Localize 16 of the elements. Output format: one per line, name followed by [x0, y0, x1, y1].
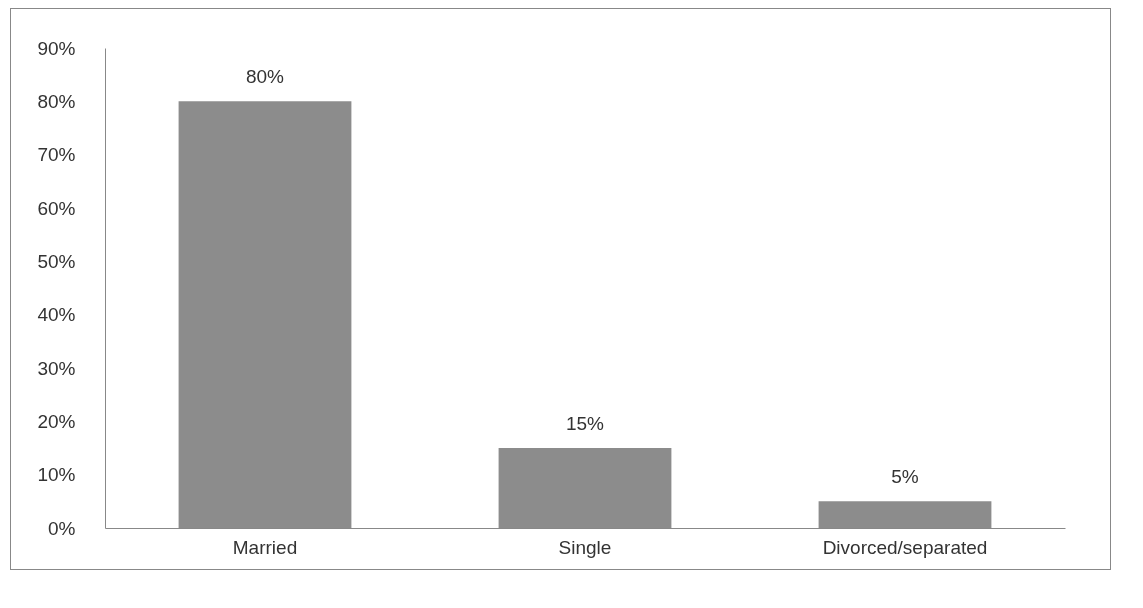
data-label: 80%	[245, 66, 285, 88]
y-tick-label: 90%	[37, 37, 76, 59]
data-label: 5%	[891, 466, 919, 488]
y-tick-label: 80%	[37, 90, 76, 112]
y-tick-label: 0%	[48, 517, 76, 539]
y-tick-label: 40%	[37, 304, 76, 326]
y-tick-label: 20%	[37, 410, 76, 432]
x-tick-label: Single	[558, 536, 612, 558]
data-label: 15%	[565, 413, 605, 434]
y-tick-label: 50%	[37, 250, 76, 272]
y-tick-label: 10%	[37, 464, 76, 486]
x-tick-label: Divorced/separated	[822, 536, 988, 558]
y-tick-label: 30%	[37, 357, 76, 379]
x-tick-label: Married	[232, 536, 298, 558]
y-tick-label: 70%	[37, 144, 76, 166]
y-tick-label: 60%	[37, 197, 76, 219]
